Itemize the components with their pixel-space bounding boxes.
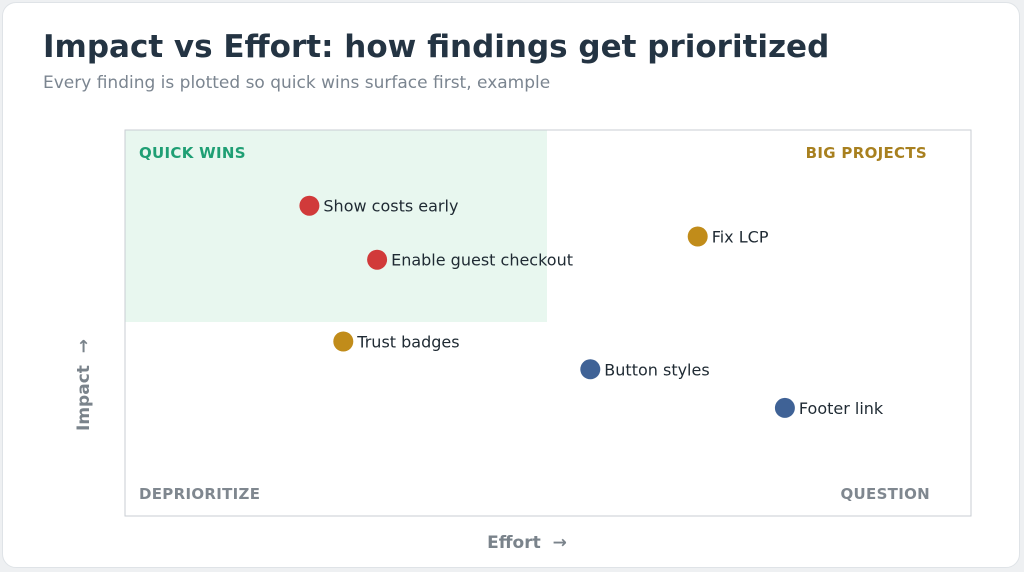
chart-subtitle: Every finding is plotted so quick wins s… [43,73,551,93]
data-point-marker [774,397,795,418]
y-axis-label: Impact → [74,339,94,431]
data-point-label: Show costs early [323,197,458,216]
quadrant-label-big-projects: BIG PROJECTS [806,144,927,162]
quadrant-label-deprioritize: DEPRIORITIZE [139,485,260,503]
plot-area [124,129,972,517]
quadrant-label-quick-wins: QUICK WINS [139,144,246,162]
chart-title: Impact vs Effort: how findings get prior… [43,29,830,65]
data-point-marker [580,359,601,380]
data-point-label: Button styles [604,360,709,379]
quadrant-label-question: QUESTION [841,485,931,503]
data-point-label: Footer link [799,399,884,418]
data-point-label: Trust badges [356,333,459,352]
data-point-label: Enable guest checkout [391,251,573,270]
data-point-marker [367,249,388,270]
data-point-marker [333,331,354,352]
quick-wins-zone [125,130,547,322]
data-point-label: Fix LCP [712,228,769,247]
x-axis-label: Effort → [487,533,567,553]
data-points: Show costs early Enable guest checkout Fix… [299,195,884,418]
data-point-marker [299,195,320,216]
data-point-marker [687,226,708,247]
